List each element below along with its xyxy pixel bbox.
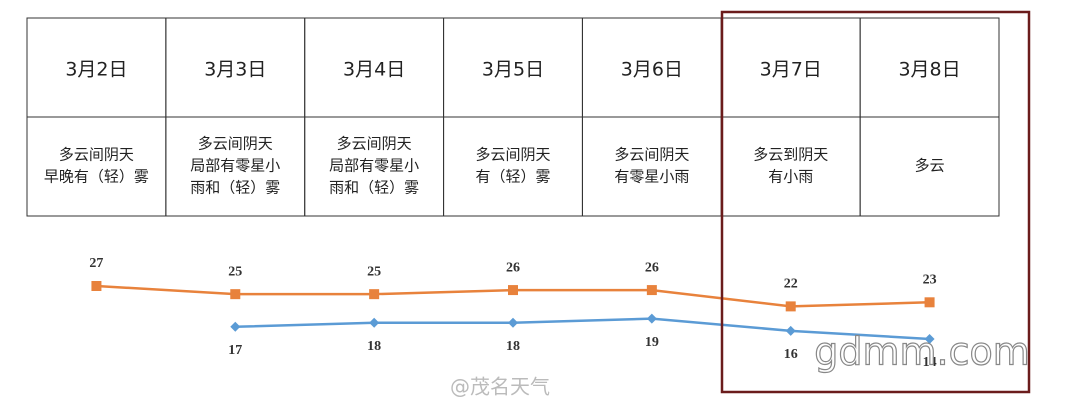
table-cell bbox=[26, 116, 167, 217]
point bbox=[230, 289, 241, 300]
value-label: 14 bbox=[923, 355, 937, 370]
weather-description: 局部有零星小 bbox=[190, 157, 280, 175]
point bbox=[646, 285, 657, 296]
weather-description: 多云间阴天 bbox=[475, 146, 550, 164]
weather-description: 多云间阴天 bbox=[59, 146, 134, 164]
weather-description: 有零星小雨 bbox=[614, 168, 689, 186]
weather-description: 有（轻）雾 bbox=[475, 168, 550, 186]
value-label: 18 bbox=[367, 339, 381, 354]
date-label: 3月2日 bbox=[65, 59, 127, 81]
date-label: 3月6日 bbox=[621, 59, 683, 81]
point bbox=[508, 285, 518, 296]
date-label: 3月4日 bbox=[343, 59, 405, 81]
series: 27 25 25 26 26 22 23 bbox=[89, 256, 937, 312]
date-label: 3月7日 bbox=[760, 59, 822, 81]
highlight-box bbox=[720, 10, 1031, 394]
value-label: 26 bbox=[506, 260, 520, 275]
value-label: 18 bbox=[506, 339, 520, 354]
point bbox=[369, 317, 380, 328]
weather-description: 多云间阴天 bbox=[614, 146, 689, 164]
weather-description: 早晚有（轻）雾 bbox=[44, 168, 149, 186]
value-label: 25 bbox=[367, 264, 381, 279]
weather-description: 雨和（轻）雾 bbox=[329, 179, 419, 197]
watermark: gdmm.com bbox=[814, 330, 1030, 374]
weather-description: 雨和（轻）雾 bbox=[190, 179, 280, 197]
table-cell bbox=[720, 116, 861, 217]
point bbox=[924, 334, 935, 344]
weather-description: 多云间阴天 bbox=[198, 135, 273, 153]
date-label: 3月8日 bbox=[898, 59, 960, 81]
value-label: 23 bbox=[923, 273, 937, 288]
point bbox=[508, 317, 518, 328]
value-label: 16 bbox=[784, 347, 798, 362]
value-label: 26 bbox=[645, 260, 659, 275]
weather-description: 多云间阴天 bbox=[337, 135, 412, 153]
point bbox=[785, 301, 796, 312]
value-label: 25 bbox=[228, 264, 242, 279]
point bbox=[924, 297, 935, 308]
value-label: 19 bbox=[645, 335, 659, 350]
table-cell bbox=[443, 116, 583, 217]
date-label: 3月5日 bbox=[482, 59, 544, 81]
value-label: 27 bbox=[89, 256, 103, 271]
weather-description: 有小雨 bbox=[768, 168, 813, 186]
point bbox=[91, 281, 102, 291]
series: 17 18 18 19 16 14 bbox=[228, 313, 937, 370]
weather-description: 多云 bbox=[915, 157, 945, 175]
date-label: 3月3日 bbox=[204, 59, 266, 81]
value-label: 22 bbox=[784, 277, 798, 292]
line bbox=[235, 317, 930, 341]
table-cell bbox=[581, 116, 722, 217]
point bbox=[646, 313, 657, 324]
table-cell bbox=[26, 17, 167, 118]
watermark: @茂名天气 bbox=[450, 375, 550, 399]
point bbox=[230, 321, 241, 332]
weather-description: 局部有零星小 bbox=[329, 157, 419, 175]
point bbox=[369, 289, 380, 300]
value-label: 17 bbox=[228, 343, 242, 358]
weather-description: 多云到阴天 bbox=[753, 146, 828, 164]
point bbox=[785, 325, 796, 336]
